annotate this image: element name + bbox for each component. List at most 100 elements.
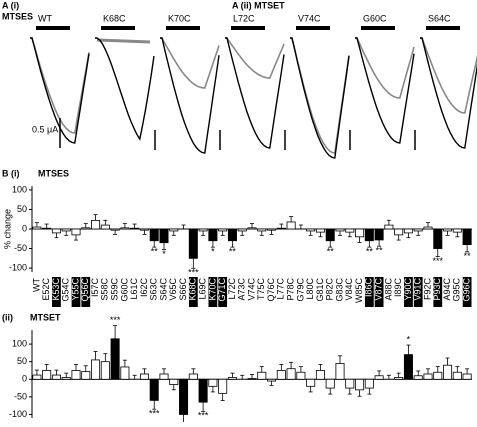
x-tick-label: K68C — [188, 278, 198, 301]
x-tick-label: I57C — [90, 278, 100, 298]
bar — [32, 374, 42, 380]
bar — [81, 227, 91, 230]
x-tick-label: G95C — [452, 278, 462, 302]
x-tick-label: I86C — [364, 278, 374, 298]
bar — [91, 359, 101, 380]
y-tick-label: -100 — [9, 409, 27, 419]
x-tick-label: A73C — [237, 278, 247, 301]
x-tick-label: WT — [31, 278, 41, 292]
bar — [120, 366, 130, 380]
x-tick-label: K53C — [51, 278, 61, 301]
trace-control — [95, 37, 155, 141]
label-highlight — [188, 277, 198, 307]
bar — [452, 371, 462, 380]
bar — [394, 377, 404, 380]
x-tick-label: I62C — [139, 278, 149, 298]
y-axis-label: % change — [2, 209, 12, 249]
bar — [42, 370, 52, 380]
bar — [462, 373, 472, 380]
bar — [452, 228, 462, 233]
bar — [384, 224, 394, 230]
bar — [394, 228, 404, 236]
bar — [71, 228, 81, 236]
trace-control — [160, 37, 220, 154]
panel-label: B (i) — [2, 168, 20, 178]
bar — [267, 378, 277, 382]
label-highlight — [81, 277, 91, 307]
bar — [149, 378, 159, 401]
bar — [198, 378, 208, 403]
bar — [81, 371, 91, 380]
bar — [364, 378, 374, 389]
bar — [276, 227, 286, 230]
panel-label: A (ii) MTSET — [232, 0, 285, 10]
y-tick-label: 0 — [22, 374, 27, 384]
x-tick-label: L72C — [227, 277, 237, 299]
significance: ** — [376, 246, 384, 256]
bar — [403, 354, 413, 380]
bar — [149, 228, 159, 242]
bar — [61, 228, 71, 232]
trace-mtsx — [290, 37, 350, 154]
bar — [227, 228, 237, 242]
bar — [120, 227, 130, 230]
y-tick-label: 50 — [17, 204, 27, 214]
bar — [208, 228, 218, 242]
x-tick-label: G83C — [334, 278, 344, 302]
bar — [296, 371, 306, 380]
bar — [247, 378, 257, 380]
label-highlight — [218, 277, 228, 307]
significance: * — [162, 249, 166, 259]
significance: * — [211, 247, 215, 257]
bar — [267, 228, 277, 231]
bar — [315, 370, 325, 380]
bar — [198, 228, 208, 232]
bar — [218, 228, 228, 232]
bar — [335, 363, 345, 380]
bar — [345, 378, 355, 389]
significance: *** — [433, 256, 444, 266]
y-tick-label: -50 — [14, 391, 27, 401]
trace-control — [225, 37, 285, 149]
y-tick-label: -100 — [9, 262, 27, 272]
bar — [374, 375, 384, 380]
x-tick-label: V87C — [373, 278, 383, 301]
bar — [443, 364, 453, 380]
trace-mtsx — [420, 37, 477, 114]
x-tick-label: G79C — [295, 278, 305, 302]
x-tick-label: W85C — [354, 278, 364, 304]
x-tick-label: K70C — [207, 278, 217, 301]
trace-control — [290, 37, 350, 159]
trace-mtsx — [96, 38, 151, 44]
bar — [100, 361, 110, 380]
trace-label: L72C — [233, 13, 255, 23]
bar — [139, 373, 149, 380]
y-tick-label: 50 — [17, 356, 27, 366]
bar — [51, 374, 61, 380]
bar — [306, 378, 316, 387]
trace-control — [355, 37, 415, 144]
panel-label: A (i) — [2, 0, 19, 10]
bar — [286, 368, 296, 380]
bar — [433, 228, 443, 249]
x-tick-label: S59C — [109, 278, 119, 301]
bar — [325, 228, 335, 242]
significance: * — [407, 334, 411, 344]
bar — [403, 228, 413, 234]
x-tick-label: L77C — [276, 277, 286, 299]
label-highlight — [374, 277, 384, 307]
trace-control — [420, 37, 477, 149]
x-tick-label: A94C — [442, 278, 452, 301]
x-tick-label: G71C — [217, 278, 227, 302]
x-tick-label: S64C — [158, 278, 168, 301]
bar — [130, 227, 140, 230]
significance: *** — [110, 315, 121, 325]
bar — [32, 226, 42, 230]
label-highlight — [462, 277, 472, 307]
x-tick-label: V65C — [168, 278, 178, 301]
x-tick-label: G96C — [461, 278, 471, 302]
bar — [188, 373, 198, 380]
chart-title: MTSET — [30, 312, 61, 322]
trace-mtsx — [160, 37, 220, 89]
significance: ** — [327, 247, 335, 257]
